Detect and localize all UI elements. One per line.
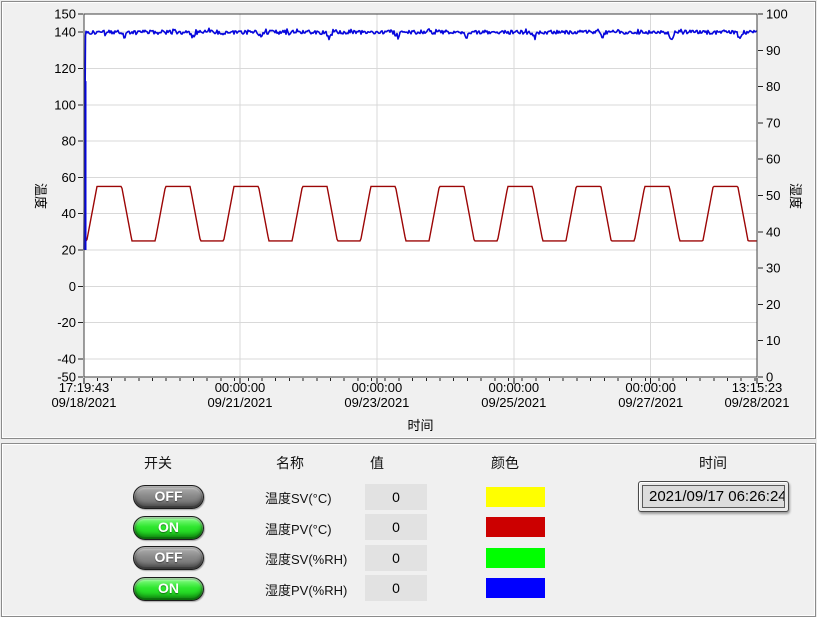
time-display: 2021/09/17 06:26:24 <box>638 481 789 512</box>
channel-name-humid-pv: 湿度PV(%RH) <box>265 580 380 599</box>
color-swatch-temp-pv <box>486 517 545 537</box>
x-axis-title: 时间 <box>407 418 433 433</box>
color-swatch-humid-sv <box>486 548 545 568</box>
channel-name-temp-pv: 温度PV(°C) <box>265 519 380 538</box>
x-tick-time: 00:00:00 <box>215 380 266 395</box>
left-tick-label: 120 <box>54 61 76 76</box>
right-tick-label: 100 <box>766 7 788 22</box>
channel-name-humid-sv: 湿度SV(%RH) <box>265 549 380 568</box>
switch-humid-sv[interactable]: OFF <box>133 546 204 570</box>
x-tick-date: 09/23/2021 <box>344 395 409 410</box>
channel-value-temp-pv: 0 <box>365 514 427 540</box>
header-name: 名称 <box>250 453 330 473</box>
left-tick-label: -40 <box>57 351 76 366</box>
right-tick-label: 30 <box>766 261 780 276</box>
channel-value-humid-pv: 0 <box>365 575 427 601</box>
right-tick-label: 60 <box>766 152 780 167</box>
right-tick-label: 90 <box>766 43 780 58</box>
trend-chart: 150140120100806040200-20-40-501009080706… <box>0 0 817 443</box>
x-tick-date: 09/28/2021 <box>724 395 789 410</box>
left-axis-title: 温度 <box>33 183 48 209</box>
channel-value-humid-sv: 0 <box>365 545 427 571</box>
channel-name-temp-sv: 温度SV(°C) <box>265 488 380 507</box>
right-tick-label: 70 <box>766 115 780 130</box>
left-tick-label: -20 <box>57 315 76 330</box>
left-tick-label: 0 <box>69 279 76 294</box>
x-tick-time: 17:19:43 <box>59 380 110 395</box>
left-tick-label: 140 <box>54 25 76 40</box>
header-value: 值 <box>337 453 417 473</box>
switch-temp-pv[interactable]: ON <box>133 516 204 540</box>
left-tick-label: 150 <box>54 7 76 22</box>
color-swatch-temp-sv <box>486 487 545 507</box>
left-tick-label: 80 <box>62 134 76 149</box>
right-tick-label: 80 <box>766 79 780 94</box>
x-tick-time: 00:00:00 <box>625 380 676 395</box>
switch-temp-sv[interactable]: OFF <box>133 485 204 509</box>
header-time: 时间 <box>673 453 753 473</box>
x-tick-time: 00:00:00 <box>352 380 403 395</box>
color-swatch-humid-pv <box>486 578 545 598</box>
x-tick-date: 09/18/2021 <box>51 395 116 410</box>
x-tick-time: 00:00:00 <box>488 380 539 395</box>
left-tick-label: 100 <box>54 97 76 112</box>
right-tick-label: 40 <box>766 224 780 239</box>
hmi-window: { "chart_data": { "type": "line", "title… <box>0 0 817 599</box>
right-tick-label: 50 <box>766 188 780 203</box>
header-color: 颜色 <box>465 453 545 473</box>
left-tick-label: 40 <box>62 206 76 221</box>
switch-humid-pv[interactable]: ON <box>133 577 204 601</box>
left-tick-label: 20 <box>62 242 76 257</box>
x-tick-date: 09/27/2021 <box>618 395 683 410</box>
right-tick-label: 20 <box>766 297 780 312</box>
left-tick-label: 60 <box>62 170 76 185</box>
header-switch: 开关 <box>118 453 198 473</box>
x-tick-date: 09/25/2021 <box>481 395 546 410</box>
right-axis-title: 湿度 <box>788 183 803 209</box>
time-display-value: 2021/09/17 06:26:24 <box>642 485 785 508</box>
channel-value-temp-sv: 0 <box>365 484 427 510</box>
right-tick-label: 10 <box>766 333 780 348</box>
control-panel: 开关 名称 值 颜色 时间 OFF 温度SV(°C) 0 ON 温度PV(°C)… <box>1 443 816 617</box>
x-tick-date: 09/21/2021 <box>207 395 272 410</box>
x-tick-time: 13:15:23 <box>732 380 783 395</box>
